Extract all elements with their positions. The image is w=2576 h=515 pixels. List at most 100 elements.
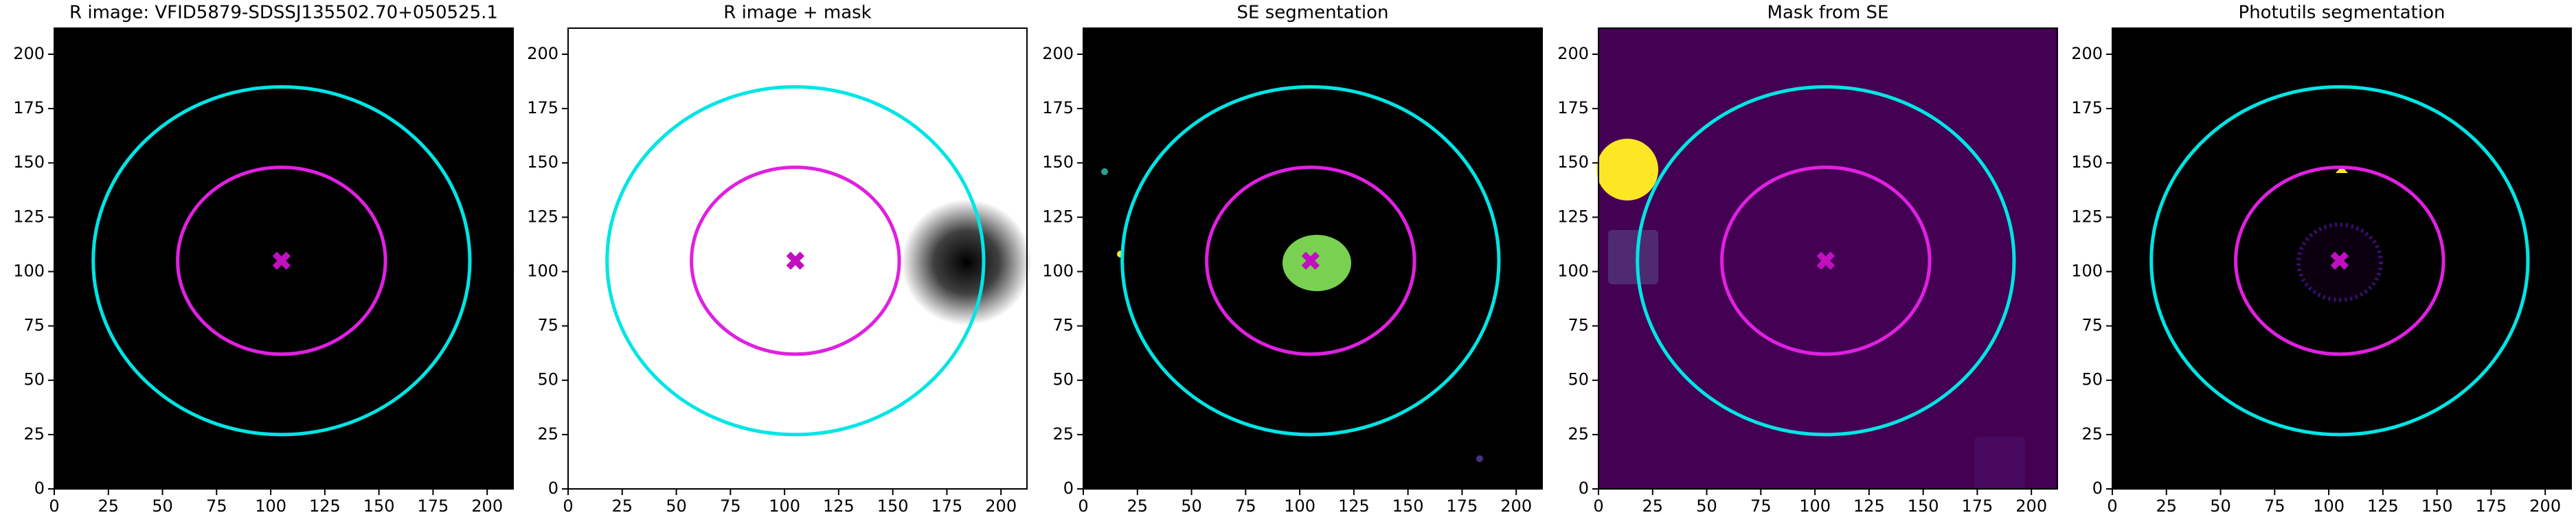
segment [1101,168,1108,175]
y-tick-label: 50 [2081,370,2103,389]
x-tick-label: 200 [471,496,503,515]
y-tick-label: 75 [537,316,558,335]
x-tick-label: 25 [1127,496,1149,515]
aperture [1205,165,1416,356]
x-tick-label: 200 [985,496,1017,515]
aperture [176,165,387,356]
galaxy-core [901,199,1032,325]
axes-frame [567,27,1028,490]
y-tick-label: 25 [537,424,558,444]
y-tick-label: 125 [527,207,558,226]
x-tick-label: 175 [931,496,963,515]
x-tick-label: 75 [2264,496,2285,515]
y-tick-label: 25 [2081,424,2103,444]
panel-title: Mask from SE [1767,3,1889,23]
x-tick-label: 175 [1962,496,1993,515]
x-tick-label: 125 [2367,496,2399,515]
y-tick-label: 200 [13,44,45,63]
panel-title: R image + mask [723,3,872,23]
axes-frame [1598,27,2058,490]
y-tick-label: 0 [2092,479,2103,498]
y-tick-label: 125 [1557,207,1589,226]
y-tick-label: 100 [13,261,45,280]
x-tick-label: 125 [309,496,341,515]
y-tick-label: 125 [13,207,45,226]
x-tick-label: 200 [2529,496,2561,515]
y-tick-label: 100 [2071,261,2103,280]
y-tick-label: 150 [1557,152,1589,172]
segment [2336,166,2348,173]
axes-frame [2112,27,2572,490]
y-tick-label: 100 [527,261,558,280]
x-tick-label: 50 [2210,496,2231,515]
mask-circle [1596,139,1658,201]
x-tick-label: 50 [666,496,687,515]
y-tick-label: 175 [527,98,558,117]
aperture [91,84,472,437]
y-tick-label: 0 [1579,479,1589,498]
y-tick-label: 75 [2081,316,2103,335]
x-tick-label: 150 [1392,496,1424,515]
panel-title: Photutils segmentation [2239,3,2445,23]
y-tick-label: 75 [1052,316,1074,335]
mask-square [578,230,628,284]
x-tick-label: 0 [49,496,59,515]
y-tick-label: 25 [23,424,45,444]
x-tick-label: 175 [2476,496,2507,515]
image-features [64,139,2383,489]
y-tick-label: 0 [1063,479,1074,498]
x-tick-label: 125 [1338,496,1370,515]
axes-frame [1083,27,1543,490]
aperture [1120,84,1501,437]
y-tick-label: 150 [1042,152,1074,172]
mask-square [1974,437,2025,489]
x-tick-label: 100 [255,496,286,515]
y-tick-label: 200 [1557,44,1589,63]
aperture [2149,84,2530,437]
y-tick-label: 100 [1557,261,1589,280]
x-tick-label: 100 [769,496,800,515]
y-tick-label: 150 [2071,152,2103,172]
aperture [1720,165,1932,356]
y-tick-label: 50 [537,370,558,389]
x-tick-label: 75 [1750,496,1772,515]
x-tick-label: 150 [1908,496,1939,515]
x-tick-label: 125 [1853,496,1885,515]
y-tick-label: 0 [548,479,558,498]
x-tick-label: 100 [1284,496,1315,515]
y-tick-label: 75 [1568,316,1589,335]
star [64,161,80,177]
y-tick-label: 175 [13,98,45,117]
y-tick-label: 200 [2071,44,2103,63]
galaxy-core [386,199,517,325]
y-tick-label: 175 [1042,98,1074,117]
x-tick-label: 50 [1181,496,1202,515]
mask-square [1608,230,1658,284]
x-tick-label: 25 [612,496,633,515]
aperture [605,84,986,437]
x-tick-label: 150 [877,496,909,515]
segment [1476,455,1483,462]
y-tick-label: 25 [1568,424,1589,444]
x-tick-label: 50 [152,496,173,515]
x-tick-label: 175 [1447,496,1478,515]
center-marker [1816,251,1835,270]
y-tick-label: 200 [1042,44,1074,63]
x-tick-label: 200 [1500,496,1532,515]
x-tick-label: 75 [1235,496,1256,515]
center-marker [1301,251,1320,270]
center-marker [272,251,291,270]
x-tick-label: 25 [98,496,120,515]
x-tick-label: 175 [418,496,449,515]
y-tick-label: 175 [2071,98,2103,117]
x-tick-label: 200 [2015,496,2047,515]
y-tick-label: 175 [1557,98,1589,117]
y-tick-label: 150 [13,152,45,172]
aperture [2234,165,2445,356]
y-tick-label: 75 [23,316,45,335]
x-tick-label: 0 [2107,496,2117,515]
y-tick-label: 150 [527,152,558,172]
center-marker [786,251,805,270]
axes-frame [54,27,514,490]
x-tick-label: 75 [206,496,227,515]
